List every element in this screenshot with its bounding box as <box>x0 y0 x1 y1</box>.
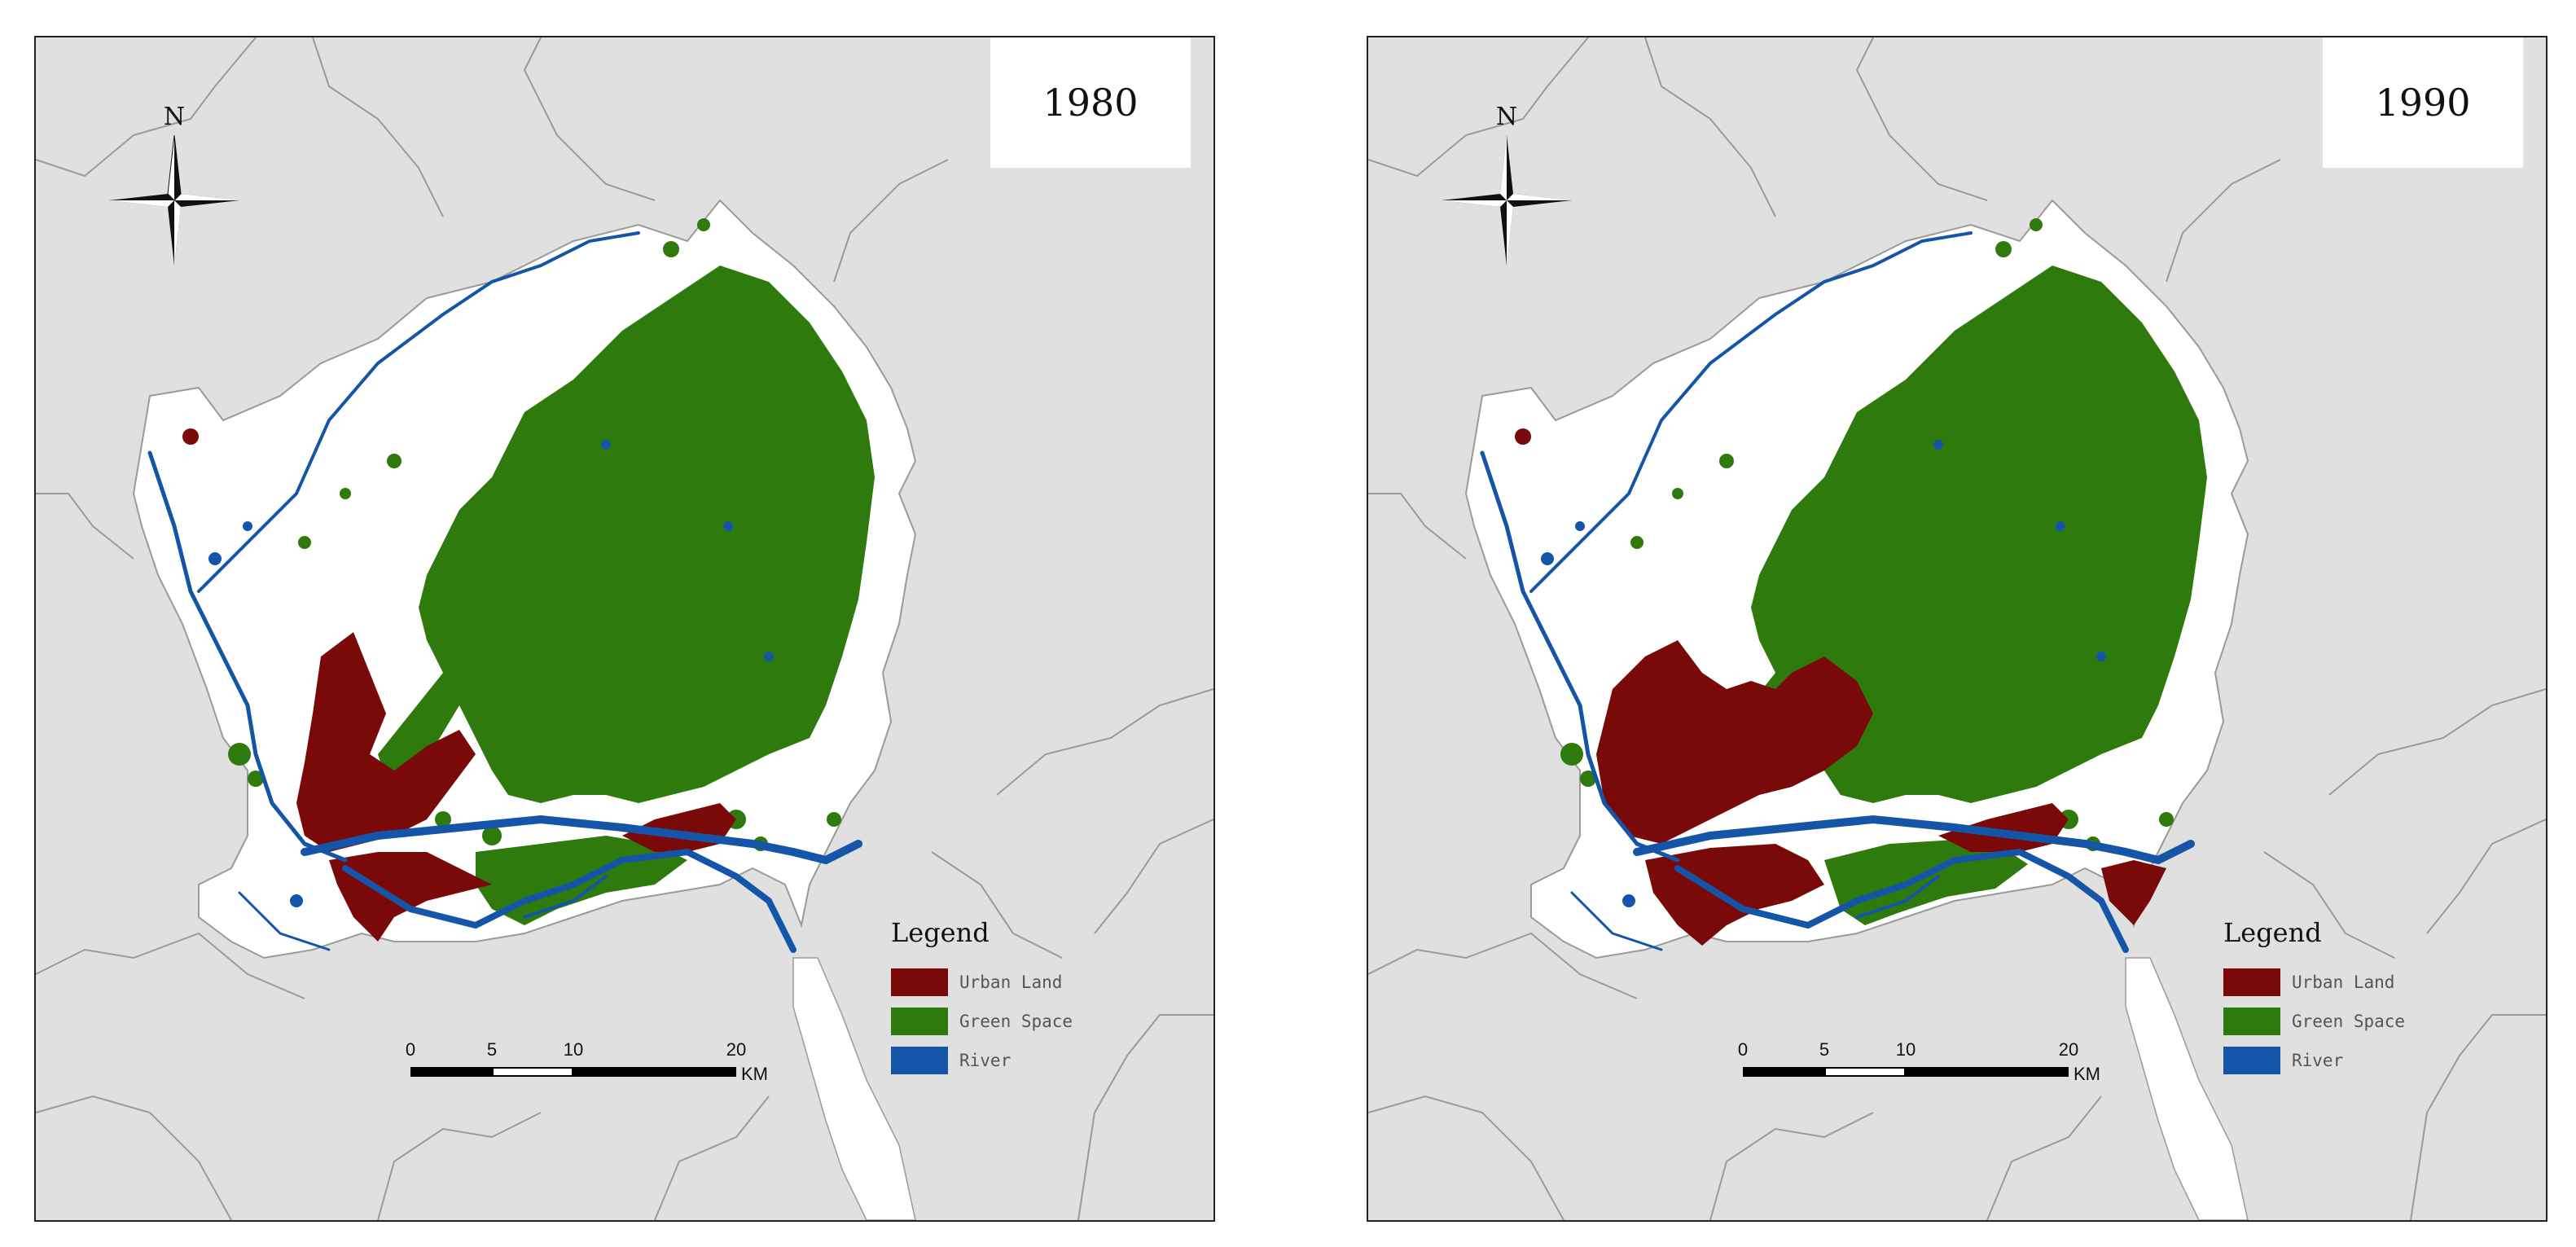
scale-tick-10: 10 <box>1895 1039 1916 1060</box>
scale-bar: 0 5 10 20 KM <box>1738 1039 2150 1088</box>
legend-swatch <box>891 1008 948 1035</box>
legend-swatch <box>891 968 948 996</box>
compass-icon <box>1442 135 1572 266</box>
legend-label: Green Space <box>2292 1012 2406 1031</box>
green-space-area <box>1751 266 2207 803</box>
green-space-patches <box>228 218 841 851</box>
north-label: N <box>163 103 186 131</box>
map-panel-1990: 1990 N Legend Urban Land Green Space Riv… <box>1367 36 2547 1222</box>
green-space-south <box>1824 840 2028 925</box>
scale-tick-5: 5 <box>1819 1039 1830 1060</box>
scale-segment <box>1906 1067 2069 1077</box>
scale-tick-5: 5 <box>486 1039 498 1060</box>
map-canvas <box>36 37 1213 1220</box>
legend-label: Urban Land <box>2292 973 2395 992</box>
scale-segment <box>410 1067 492 1077</box>
year-label: 1980 <box>1042 81 1139 125</box>
scale-unit: KM <box>2074 1064 2100 1084</box>
legend-item-urban: Urban Land <box>891 963 1135 1002</box>
north-arrow: N <box>109 103 239 314</box>
legend-swatch <box>2223 1047 2280 1074</box>
scale-segment <box>1743 1067 1824 1077</box>
scale-segment <box>1824 1067 1906 1077</box>
water-bodies <box>1541 440 2106 907</box>
urban-land-estuary <box>2101 860 2166 925</box>
urban-land-patch <box>1515 428 1531 445</box>
legend-label: Urban Land <box>959 973 1063 992</box>
legend: Legend Urban Land Green Space River <box>891 917 1135 1080</box>
year-label-box: 1990 <box>2323 37 2523 168</box>
river-network <box>147 231 862 953</box>
legend-swatch <box>891 1047 948 1074</box>
legend-item-river: River <box>2223 1041 2468 1080</box>
legend-label: River <box>2292 1051 2344 1070</box>
scale-unit: KM <box>741 1064 768 1084</box>
scale-tick-10: 10 <box>563 1039 584 1060</box>
estuary <box>2125 957 2249 1220</box>
scale-tick-0: 0 <box>1737 1039 1749 1060</box>
compass-icon <box>109 135 239 266</box>
urban-land-patch <box>182 428 199 445</box>
river-network <box>1480 231 2195 953</box>
legend-item-river: River <box>891 1041 1135 1080</box>
legend-item-green: Green Space <box>891 1002 1135 1041</box>
legend-title: Legend <box>891 917 990 948</box>
year-label-box: 1980 <box>990 37 1191 168</box>
legend-swatch <box>2223 1008 2280 1035</box>
green-space-area <box>419 266 875 803</box>
legend-label: River <box>959 1051 1012 1070</box>
legend: Legend Urban Land Green Space River <box>2223 917 2468 1080</box>
legend-item-urban: Urban Land <box>2223 963 2468 1002</box>
urban-land-south <box>1645 844 1824 946</box>
north-label: N <box>1495 103 1518 131</box>
map-panel-1980: 1980 N Legend Urban Land Green Space Riv… <box>34 36 1215 1222</box>
admin-boundaries <box>36 37 1213 1220</box>
north-arrow: N <box>1442 103 1572 314</box>
scale-segment <box>573 1067 736 1077</box>
admin-boundaries <box>1368 37 2546 1220</box>
legend-title: Legend <box>2223 917 2322 948</box>
scale-bar: 0 5 10 20 KM <box>406 1039 818 1088</box>
year-label: 1990 <box>2375 81 2471 125</box>
estuary <box>792 957 916 1220</box>
scale-tick-0: 0 <box>405 1039 416 1060</box>
scale-tick-20: 20 <box>726 1039 747 1060</box>
legend-item-green: Green Space <box>2223 1002 2468 1041</box>
scale-segment <box>492 1067 573 1077</box>
urban-land-area <box>1596 640 1873 844</box>
legend-swatch <box>2223 968 2280 996</box>
green-space-arm <box>378 656 467 779</box>
urban-land-area <box>296 632 476 852</box>
water-bodies <box>208 440 774 907</box>
scale-tick-20: 20 <box>2058 1039 2079 1060</box>
legend-label: Green Space <box>959 1012 1073 1031</box>
map-canvas <box>1368 37 2546 1220</box>
urban-land-south <box>329 852 492 942</box>
